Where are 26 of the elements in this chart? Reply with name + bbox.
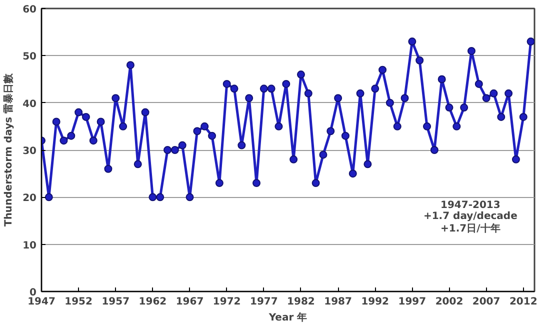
y-tick-label: 60	[22, 4, 37, 16]
x-tick-label: 2012	[509, 296, 538, 308]
x-tick-label: 1962	[138, 296, 167, 308]
annotation: 1947-2013	[440, 200, 500, 211]
x-tick-label: 1997	[398, 296, 426, 308]
x-tick-label: 1977	[250, 296, 278, 308]
annotation: +1.7 day/decade	[423, 211, 518, 222]
annotation: +1.7日/十年	[440, 222, 500, 235]
x-tick-label: 1972	[212, 296, 241, 308]
y-tick-label: 20	[22, 193, 37, 204]
y-axis-title: Thunderstorm days 雷暴日數	[2, 72, 15, 227]
x-tick-label: 1982	[287, 296, 315, 308]
x-axis-title: Year 年	[268, 312, 308, 324]
x-tick-label: 1957	[102, 296, 130, 308]
x-tick-label: 1952	[64, 296, 93, 308]
y-tick-label: 30	[22, 146, 37, 157]
x-tick-label: 2007	[472, 296, 500, 308]
y-tick-label: 40	[22, 98, 37, 110]
x-tick-label: 1967	[176, 296, 204, 308]
y-tick-label: 0	[30, 288, 37, 298]
y-tick-label: 10	[22, 240, 37, 252]
x-tick-label: 1987	[324, 296, 352, 308]
x-tick-label: 2002	[435, 296, 464, 308]
x-tick-label: 1992	[361, 296, 390, 308]
x-tick-label: 1947	[28, 296, 56, 308]
y-tick-label: 50	[22, 52, 37, 63]
